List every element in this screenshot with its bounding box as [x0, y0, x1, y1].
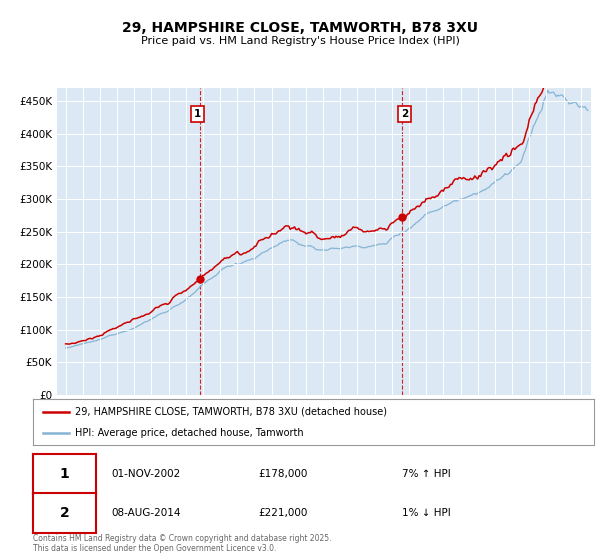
Text: 1: 1 — [59, 467, 70, 481]
Text: HPI: Average price, detached house, Tamworth: HPI: Average price, detached house, Tamw… — [75, 428, 304, 438]
Text: 2: 2 — [401, 109, 408, 119]
Text: Contains HM Land Registry data © Crown copyright and database right 2025.
This d: Contains HM Land Registry data © Crown c… — [33, 534, 331, 553]
Text: Price paid vs. HM Land Registry's House Price Index (HPI): Price paid vs. HM Land Registry's House … — [140, 36, 460, 46]
Text: £178,000: £178,000 — [258, 469, 307, 479]
Text: £221,000: £221,000 — [258, 508, 307, 518]
Text: 7% ↑ HPI: 7% ↑ HPI — [402, 469, 451, 479]
Text: 1% ↓ HPI: 1% ↓ HPI — [402, 508, 451, 518]
Text: 1: 1 — [194, 109, 201, 119]
Text: 2: 2 — [59, 506, 70, 520]
Text: 29, HAMPSHIRE CLOSE, TAMWORTH, B78 3XU: 29, HAMPSHIRE CLOSE, TAMWORTH, B78 3XU — [122, 21, 478, 35]
Text: 08-AUG-2014: 08-AUG-2014 — [111, 508, 181, 518]
Text: 01-NOV-2002: 01-NOV-2002 — [111, 469, 180, 479]
Text: 29, HAMPSHIRE CLOSE, TAMWORTH, B78 3XU (detached house): 29, HAMPSHIRE CLOSE, TAMWORTH, B78 3XU (… — [75, 407, 387, 417]
